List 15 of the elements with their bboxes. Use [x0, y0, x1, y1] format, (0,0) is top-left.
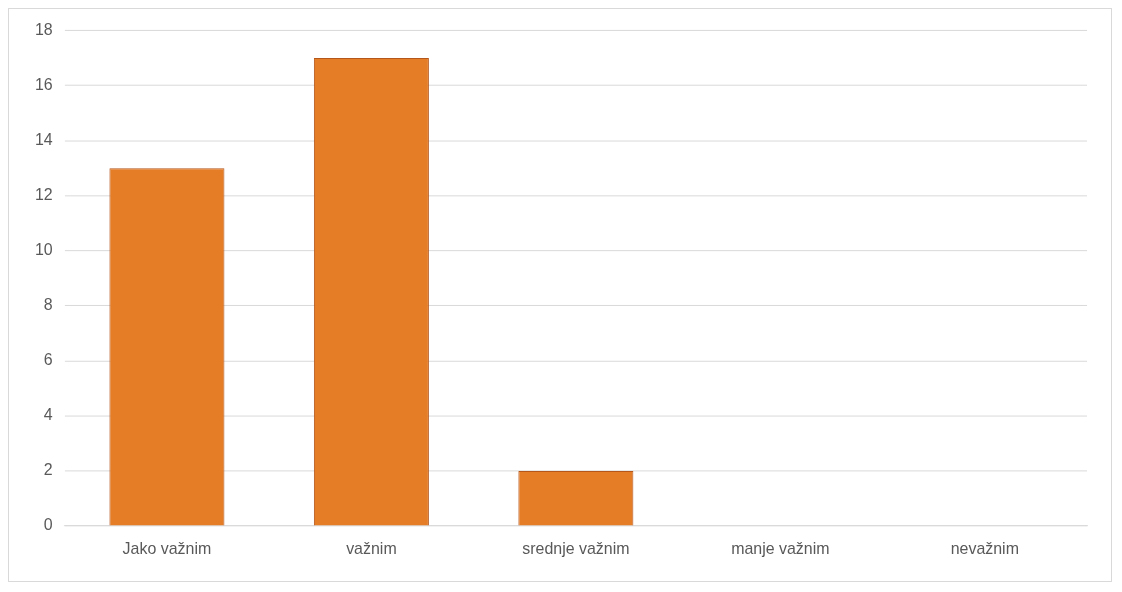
- x-tick-label: manje važnim: [731, 539, 830, 557]
- y-tick-label: 6: [43, 351, 53, 369]
- y-tick-label: 8: [43, 296, 53, 314]
- y-tick-label: 4: [43, 406, 53, 424]
- y-tick-label: 16: [34, 75, 53, 93]
- y-tick-label: 12: [34, 186, 53, 204]
- y-tick-label: 14: [34, 131, 53, 149]
- x-tick-label: srednje važnim: [522, 539, 630, 557]
- y-tick-label: 0: [43, 516, 53, 534]
- y-tick-label: 2: [43, 461, 53, 479]
- x-tick-label: nevažnim: [950, 539, 1019, 557]
- y-tick-label: 18: [34, 20, 53, 38]
- x-tick-label: Jako važnim: [122, 539, 212, 557]
- x-tick-label: važnim: [346, 539, 397, 557]
- y-tick-label: 10: [34, 241, 53, 259]
